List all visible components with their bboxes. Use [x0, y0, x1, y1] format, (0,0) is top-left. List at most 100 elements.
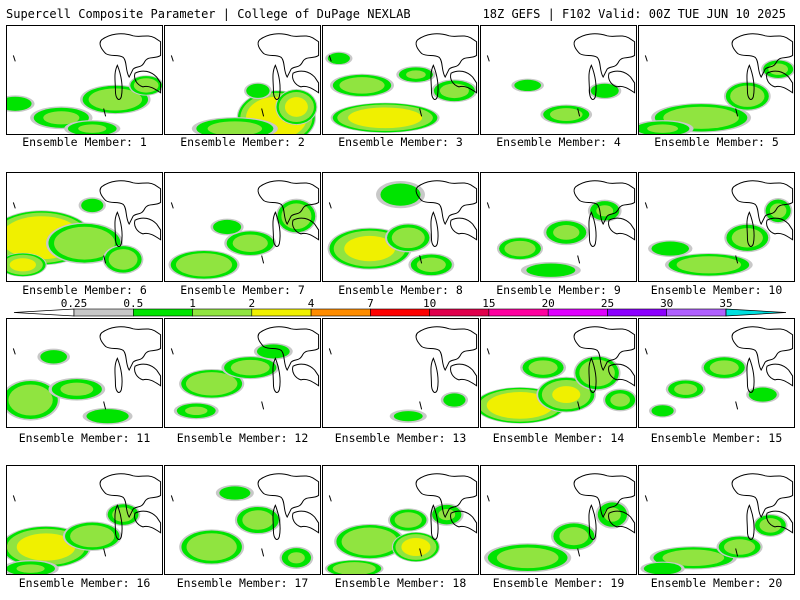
member-panel-9 — [480, 172, 637, 282]
scp-contour — [443, 393, 466, 407]
member-caption: Ensemble Member: 14 — [492, 431, 625, 445]
member-caption: Ensemble Member: 19 — [492, 576, 625, 590]
scp-contour — [643, 562, 682, 574]
member-panel-8 — [322, 172, 479, 282]
member-panel-20 — [638, 465, 795, 575]
member-panel-15 — [638, 318, 795, 428]
colorbar-tick-label: 35 — [719, 297, 732, 310]
scp-field-map — [644, 326, 794, 418]
member-panel-10 — [638, 172, 795, 282]
scp-contour — [610, 393, 630, 407]
great-lakes-outline — [415, 473, 478, 540]
scp-contour — [230, 359, 270, 376]
member-caption: Ensemble Member: 4 — [496, 135, 621, 149]
member-panel-14 — [480, 318, 637, 428]
coastline-marks — [12, 55, 107, 117]
colorbar-bin — [370, 308, 430, 317]
scp-contour — [341, 527, 398, 556]
great-lakes-outline — [573, 180, 636, 247]
colorbar-bin — [666, 308, 727, 317]
colorbar-tick-label: 1 — [189, 297, 196, 310]
great-lakes-outline — [99, 326, 162, 393]
great-lakes-outline — [257, 33, 320, 100]
scp-contour — [406, 70, 426, 79]
scp-field-map — [168, 180, 320, 280]
scp-field-map — [327, 180, 478, 277]
scp-contour — [526, 263, 576, 277]
great-lakes-outline — [257, 473, 320, 540]
scp-contour — [439, 83, 469, 99]
scp-contour — [709, 360, 739, 375]
scp-contour — [651, 241, 690, 256]
great-lakes-outline — [99, 180, 162, 247]
member-panel-2 — [164, 25, 321, 135]
scp-contour — [185, 406, 208, 416]
member-caption: Ensemble Member: 6 — [22, 283, 147, 297]
coastline-marks — [12, 202, 107, 264]
great-lakes-outline — [731, 473, 794, 540]
scp-contour — [394, 512, 422, 528]
member-panel-11 — [6, 318, 163, 428]
coastline-marks — [328, 348, 423, 410]
scp-contour — [108, 249, 138, 270]
member-caption: Ensemble Member: 20 — [650, 576, 783, 590]
scp-contour — [769, 203, 787, 219]
colorbar-tick-label: 0.5 — [123, 297, 143, 310]
scp-contour — [207, 121, 263, 134]
scp-contour — [549, 108, 583, 121]
scp-contour — [43, 111, 80, 125]
scp-contour — [287, 552, 305, 564]
member-caption: Ensemble Member: 5 — [654, 135, 779, 149]
great-lakes-outline — [415, 326, 478, 393]
scp-contour — [327, 52, 350, 64]
coastline-marks — [644, 55, 739, 117]
scp-contour — [559, 527, 589, 546]
colorbar-bin — [547, 308, 608, 317]
great-lakes-outline — [573, 326, 636, 393]
great-lakes-outline — [573, 473, 636, 540]
valid-time: 18Z GEFS | F102 Valid: 00Z TUE JUN 10 20… — [482, 7, 786, 21]
colorbar-tick-label: 4 — [308, 297, 315, 310]
member-caption: Ensemble Member: 9 — [496, 283, 621, 297]
scp-contour — [232, 234, 268, 252]
scp-contour — [748, 387, 777, 402]
coastline-marks — [644, 495, 739, 557]
scp-contour — [81, 198, 104, 213]
scp-contour — [348, 107, 423, 129]
scp-contour — [651, 405, 674, 417]
scp-contour — [88, 88, 143, 111]
scp-contour — [186, 533, 237, 561]
great-lakes-outline — [573, 33, 636, 100]
scp-contour — [8, 384, 53, 416]
scp-contour — [213, 219, 242, 235]
member-panel-16 — [6, 465, 163, 575]
colorbar-bin — [251, 308, 312, 317]
scp-field-map — [7, 326, 162, 425]
coastline-marks — [170, 202, 265, 264]
member-caption: Ensemble Member: 8 — [338, 283, 463, 297]
scp-contour — [723, 539, 756, 555]
scp-contour — [676, 256, 742, 274]
colorbar-bin — [73, 308, 134, 317]
colorbar-bin — [488, 308, 549, 317]
member-caption: Ensemble Member: 16 — [18, 576, 151, 590]
chart-title: Supercell Composite Parameter | College … — [6, 7, 411, 21]
scp-contour — [416, 257, 446, 273]
scp-field-map — [481, 326, 636, 424]
member-panel-1 — [6, 25, 163, 135]
member-caption: Ensemble Member: 3 — [338, 135, 463, 149]
scp-contour — [16, 564, 45, 573]
coastline-marks — [486, 55, 581, 117]
member-panel-6 — [6, 172, 163, 282]
scp-field-map — [7, 180, 162, 277]
scp-field-map — [484, 473, 636, 573]
member-panel-19 — [480, 465, 637, 575]
colorbar-tick-label: 0.25 — [61, 297, 88, 310]
member-panel-13 — [322, 318, 479, 428]
colorbar-bin — [133, 308, 193, 317]
great-lakes-outline — [415, 180, 478, 247]
member-caption: Ensemble Member: 15 — [650, 431, 783, 445]
scp-contour — [185, 372, 238, 396]
scp-contour — [112, 507, 134, 522]
scp-contour — [768, 63, 788, 75]
